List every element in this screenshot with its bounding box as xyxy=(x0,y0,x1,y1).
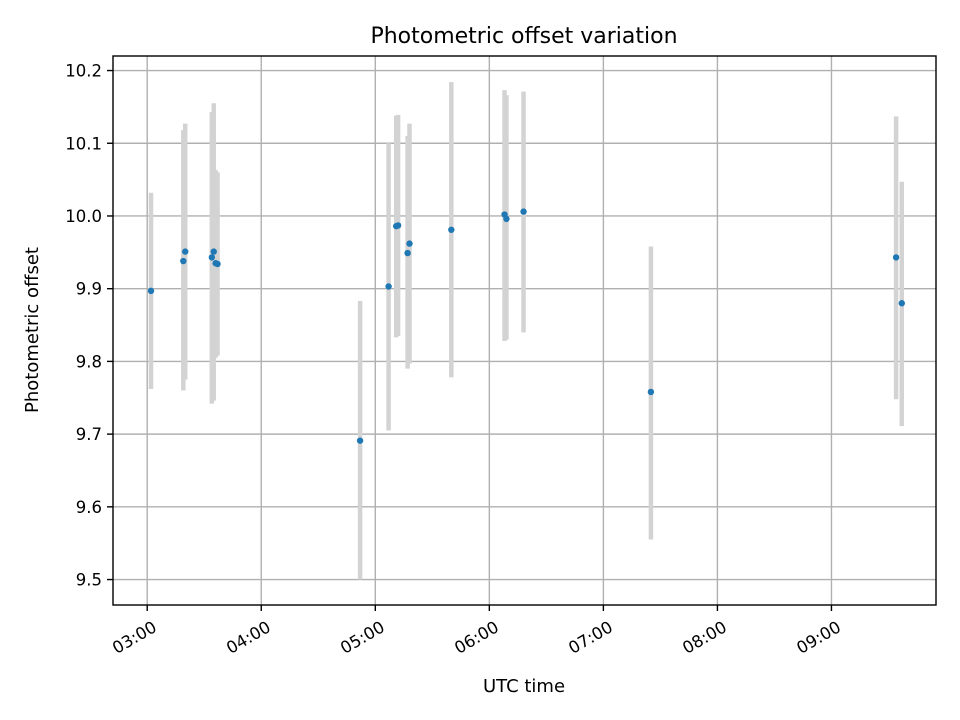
x-tick-label: 06:00 xyxy=(451,617,502,657)
data-point xyxy=(406,240,413,247)
y-tick-label: 10.0 xyxy=(65,207,102,226)
data-point xyxy=(404,249,411,257)
x-axis-label: UTC time xyxy=(483,676,565,697)
point-layer xyxy=(147,208,905,444)
data-point xyxy=(182,248,189,255)
data-point xyxy=(520,208,527,215)
data-point xyxy=(448,226,455,233)
y-tick-label: 10.1 xyxy=(65,134,102,153)
x-tick-label: 03:00 xyxy=(109,617,160,657)
errorbar-layer xyxy=(148,82,905,580)
data-point xyxy=(898,300,905,307)
data-point xyxy=(647,388,655,396)
x-tick-label: 09:00 xyxy=(793,617,844,657)
y-tick-label: 9.5 xyxy=(76,571,102,590)
x-tick-label: 04:00 xyxy=(223,617,274,657)
x-tick-label: 07:00 xyxy=(565,617,616,657)
data-point xyxy=(385,283,392,290)
y-tick-label: 10.2 xyxy=(65,62,102,81)
data-point xyxy=(214,260,221,268)
x-tick-label: 05:00 xyxy=(337,617,388,657)
y-tick-label: 9.9 xyxy=(76,280,102,299)
x-tick-label: 08:00 xyxy=(679,617,730,657)
data-point xyxy=(503,215,510,223)
y-tick-label: 9.8 xyxy=(76,352,102,371)
chart-title: Photometric offset variation xyxy=(370,24,677,49)
data-point xyxy=(394,222,402,229)
data-point xyxy=(892,254,900,261)
y-axis-label: Photometric offset xyxy=(22,247,43,413)
data-point xyxy=(208,254,216,261)
data-point xyxy=(210,248,217,255)
y-tick-label: 9.7 xyxy=(76,425,102,444)
data-point xyxy=(356,437,364,444)
plot-frame xyxy=(112,55,937,606)
y-tick-label: 9.6 xyxy=(76,498,102,517)
data-point xyxy=(147,287,155,295)
data-point xyxy=(180,257,187,265)
